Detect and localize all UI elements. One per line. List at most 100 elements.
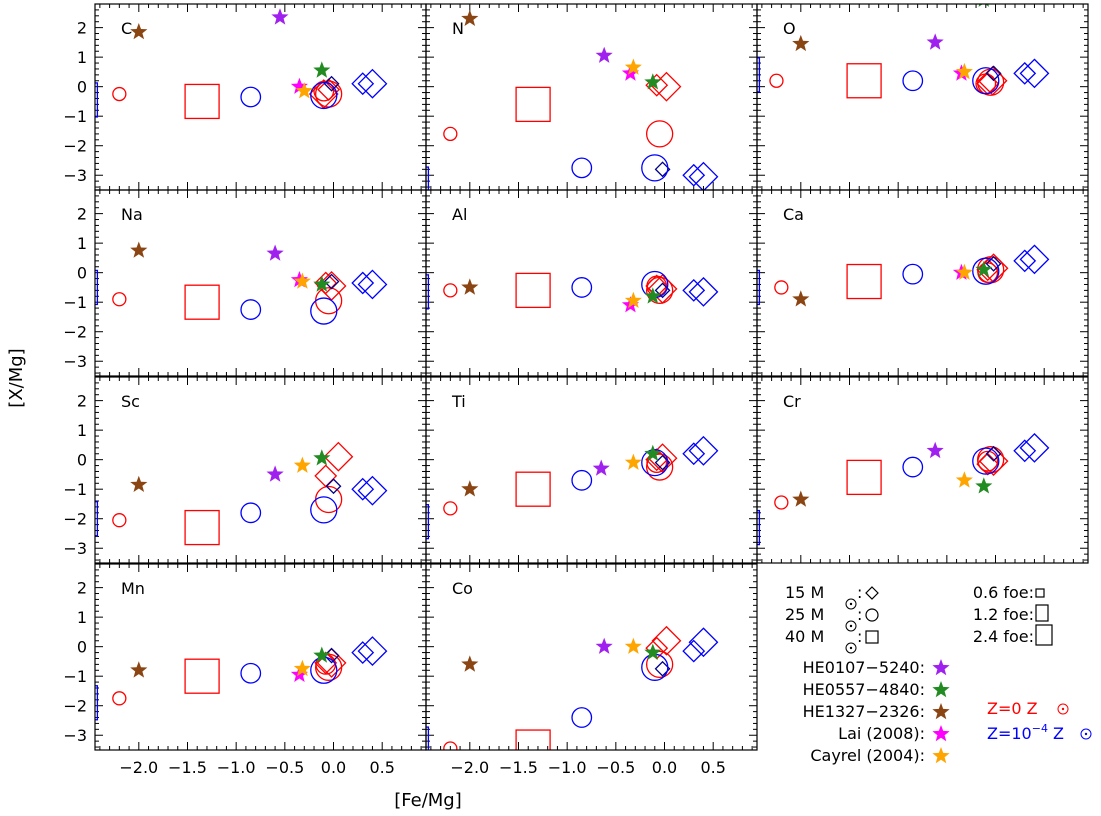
- model-marker: [112, 86, 127, 102]
- model-marker: [769, 73, 784, 88]
- star-marker: [592, 459, 610, 476]
- element-label: Ca: [783, 205, 804, 224]
- model-marker: [314, 287, 343, 315]
- y-tick-label: 1: [77, 234, 87, 253]
- legend-colon: :: [857, 627, 862, 646]
- legend-colon: :: [857, 583, 862, 602]
- model-marker: [310, 81, 338, 110]
- star-marker: [461, 480, 479, 497]
- model-marker: [426, 166, 430, 190]
- model-marker: [985, 65, 1002, 82]
- model-marker: [95, 501, 99, 537]
- star-marker: [130, 23, 148, 40]
- y-tick-label: −2: [63, 697, 87, 716]
- model-marker: [571, 277, 593, 298]
- model-marker: [240, 299, 262, 320]
- model-marker: [641, 154, 669, 182]
- model-marker: [972, 447, 1000, 475]
- model-marker: [682, 163, 706, 187]
- model-marker: [240, 662, 262, 684]
- x-tick-label: −1.5: [168, 758, 207, 777]
- panel-markers: [426, 625, 719, 750]
- panel-ticks: [757, 190, 1088, 376]
- model-marker: [846, 263, 882, 300]
- panel-markers: [757, 432, 1050, 546]
- model-marker: [757, 57, 761, 93]
- model-marker: [184, 83, 220, 120]
- x-tick-label: −1.0: [217, 758, 256, 777]
- star-marker: [313, 275, 331, 292]
- model-marker: [682, 442, 706, 466]
- element-label: N: [452, 19, 464, 38]
- model-marker: [645, 650, 674, 679]
- model-marker: [688, 276, 719, 307]
- legend: 15 M: 25 M: 40 M: 0.6 foe: 1.2 foe: 2.4 foe: H…: [785, 583, 1092, 765]
- panel-cr: Cr: [756, 376, 1089, 564]
- legend-energy-square-icon: [1035, 624, 1053, 646]
- model-marker: [646, 275, 668, 297]
- model-marker: [310, 297, 338, 325]
- model-marker: [774, 495, 789, 510]
- model-marker: [645, 276, 674, 305]
- legend-energy-square-icon: [1035, 588, 1045, 598]
- model-marker: [846, 459, 882, 496]
- model-marker: [1019, 244, 1050, 275]
- panel-ticks: [95, 190, 426, 376]
- square-icon: [865, 630, 879, 644]
- model-marker: [571, 707, 593, 728]
- legend-energy-label: 2.4 foe:: [973, 627, 1034, 646]
- y-tick-label: −1: [63, 667, 87, 686]
- model-marker: [757, 269, 761, 306]
- star-marker: [313, 61, 331, 78]
- panel-frame: [756, 376, 1089, 564]
- x-tick-label: −0.5: [265, 758, 304, 777]
- model-marker: [112, 292, 127, 307]
- x-axis-label: [Fe/Mg]: [394, 790, 462, 811]
- panel-sc: Sc 2 1 0 −1 −2 −3: [63, 376, 427, 564]
- panel-ticks: [95, 4, 426, 190]
- element-label: C: [121, 19, 132, 38]
- model-marker: [688, 627, 719, 658]
- element-label: Cr: [783, 392, 801, 411]
- model-marker: [351, 72, 375, 96]
- model-marker: [1013, 61, 1037, 85]
- y-tick-label: −1: [63, 107, 87, 126]
- star-marker: [792, 34, 810, 52]
- panel-frame: [425, 376, 758, 564]
- y-tick-label: 1: [77, 48, 87, 67]
- x-tick-label: −2.0: [119, 758, 158, 777]
- y-tick-label: 1: [77, 421, 87, 440]
- model-marker: [357, 269, 388, 300]
- y-tick-label: 2: [77, 579, 87, 598]
- model-marker: [323, 273, 340, 290]
- x-tick-label: 0.0: [321, 758, 346, 777]
- star-marker: [644, 73, 662, 90]
- model-marker: [357, 636, 388, 667]
- star-marker: [644, 444, 662, 461]
- x-tick-label: −2.0: [450, 758, 489, 777]
- panel-frame: [425, 563, 758, 751]
- star-marker: [955, 263, 973, 280]
- panel-frame: [756, 189, 1089, 377]
- star-marker: [461, 9, 479, 27]
- model-marker: [902, 70, 924, 92]
- model-marker: [323, 441, 354, 472]
- model-marker: [323, 75, 340, 92]
- legend-energy-square-icon: [1035, 604, 1049, 622]
- legend-z4-label: Z=10−4 Z: [987, 722, 1064, 743]
- model-marker: [774, 280, 789, 295]
- y-tick-label: 2: [77, 19, 87, 38]
- model-marker: [314, 485, 343, 514]
- model-marker: [1013, 249, 1037, 273]
- model-marker: [688, 161, 719, 190]
- model-marker: [426, 274, 430, 310]
- star-marker: [293, 272, 311, 289]
- model-marker: [443, 501, 458, 516]
- model-marker: [443, 126, 458, 142]
- model-marker: [112, 691, 127, 706]
- star-marker: [624, 291, 642, 308]
- star-marker: [461, 278, 479, 295]
- panel-markers: [95, 241, 388, 325]
- x-tick-label: −0.5: [596, 758, 635, 777]
- star-marker: [955, 471, 973, 488]
